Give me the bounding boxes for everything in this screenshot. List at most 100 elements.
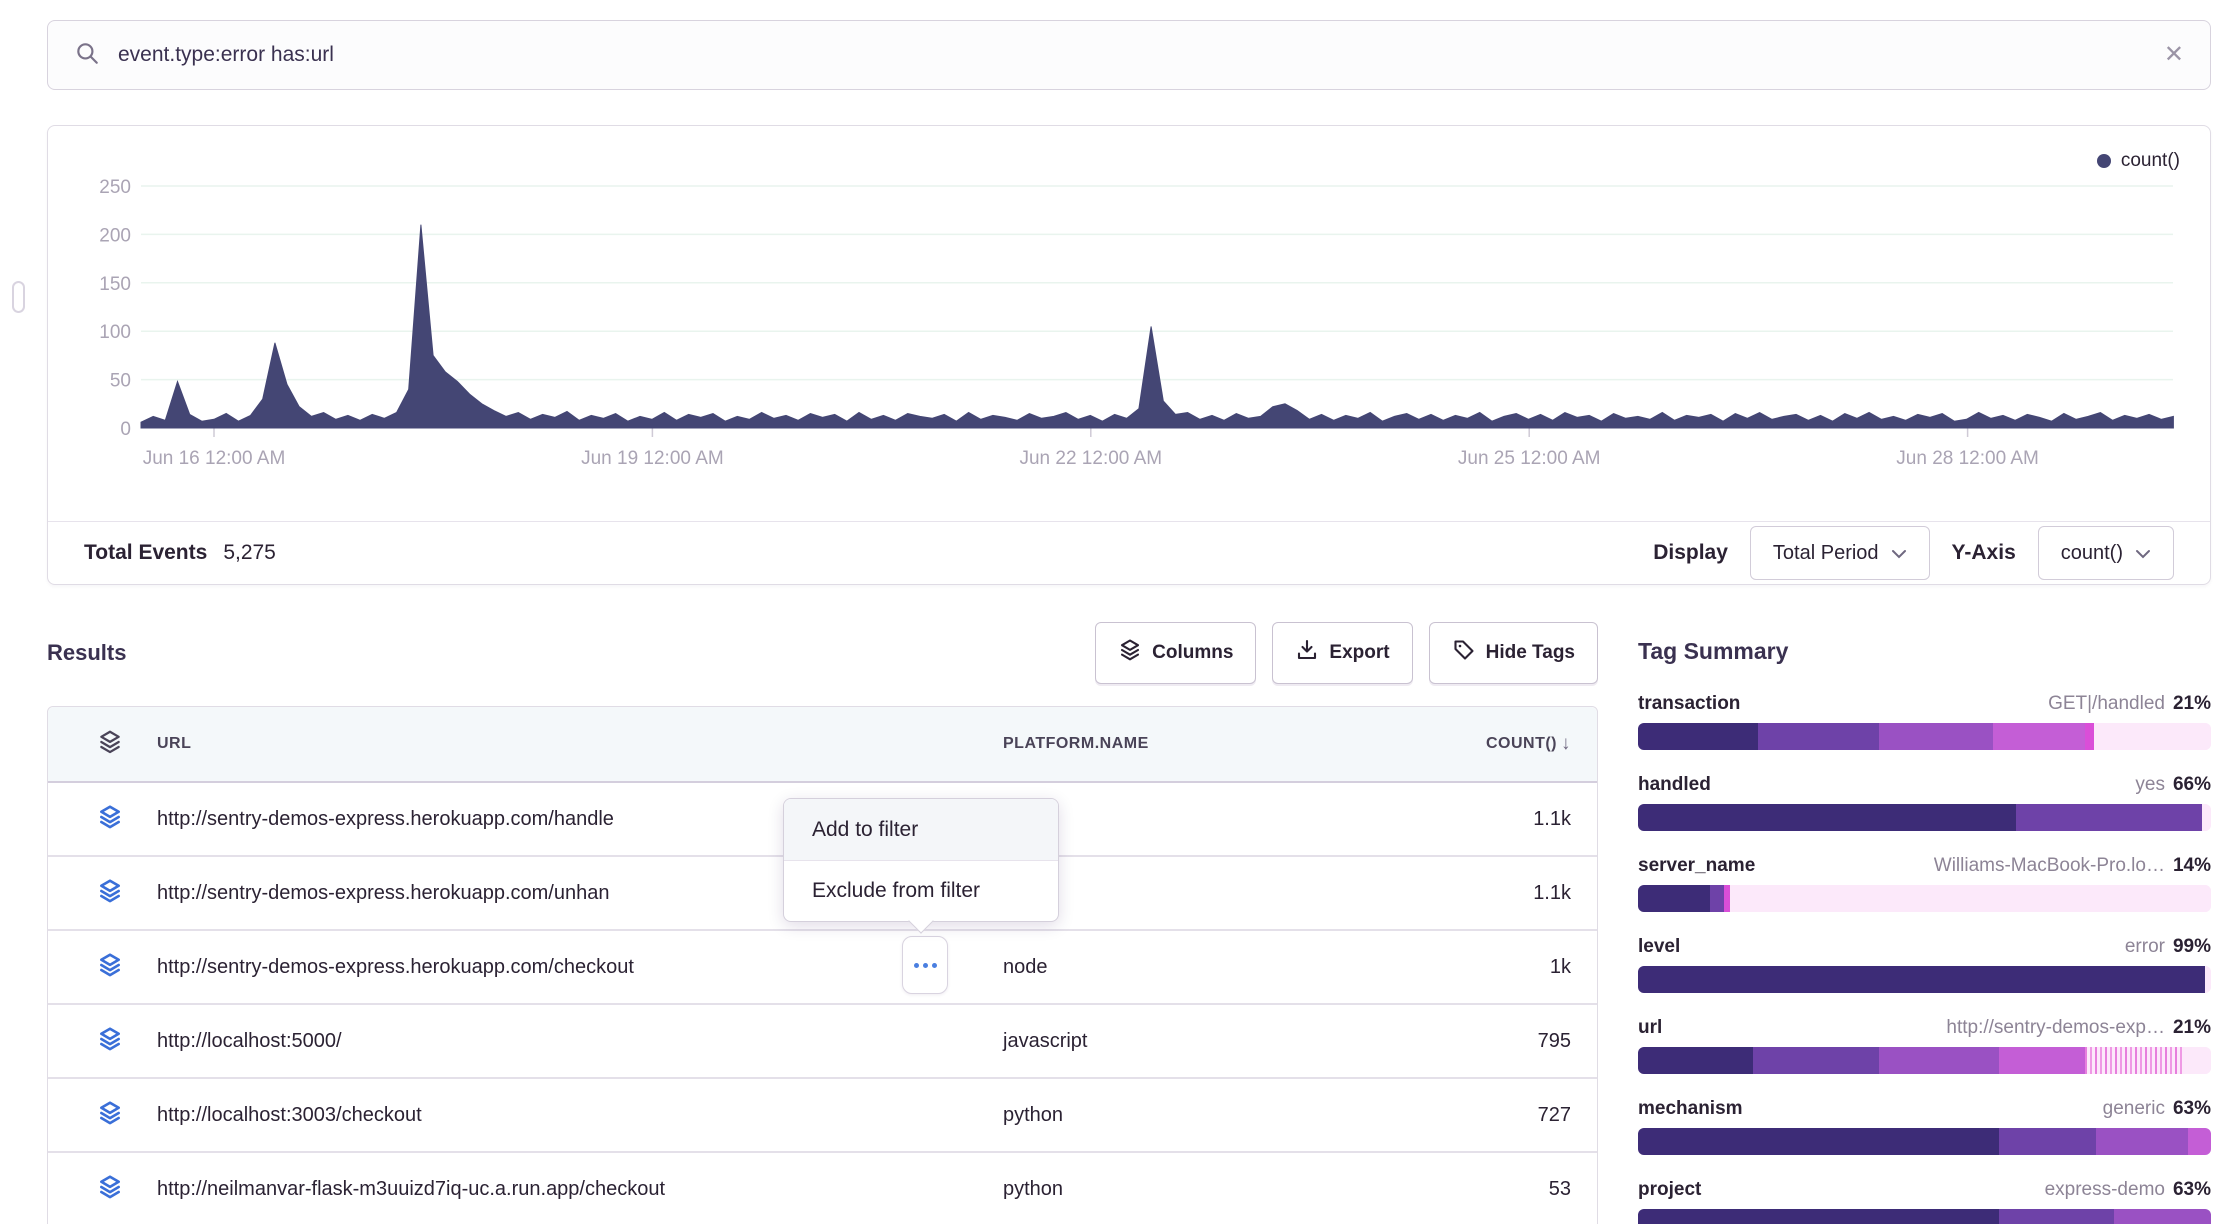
sidebar-collapse-handle[interactable] bbox=[12, 281, 25, 313]
tag-distribution-bar[interactable] bbox=[1638, 966, 2211, 993]
column-header-count[interactable]: COUNT() ↓ bbox=[1486, 733, 1571, 755]
stack-icon[interactable] bbox=[97, 1100, 123, 1131]
url-cell[interactable]: http://sentry-demos-express.herokuapp.co… bbox=[157, 807, 614, 830]
tag-bar-segment[interactable] bbox=[2202, 804, 2211, 831]
tag-bar-segment[interactable] bbox=[1638, 885, 1710, 912]
download-icon bbox=[1295, 638, 1319, 668]
tag-bar-segment[interactable] bbox=[2084, 723, 2094, 750]
tag-distribution-bar[interactable] bbox=[1638, 1209, 2211, 1224]
menu-item-add-to-filter[interactable]: Add to filter bbox=[784, 799, 1058, 860]
tag-summary-title: Tag Summary bbox=[1638, 638, 1789, 664]
export-button-label: Export bbox=[1329, 642, 1390, 663]
tag-distribution-bar[interactable] bbox=[1638, 1128, 2211, 1155]
count-cell: 53 bbox=[1548, 1177, 1571, 1200]
tag-row: level error 99% bbox=[1638, 936, 2211, 993]
tag-bar-segment[interactable] bbox=[2205, 966, 2211, 993]
search-icon bbox=[74, 40, 100, 71]
menu-item-exclude-from-filter[interactable]: Exclude from filter bbox=[784, 860, 1058, 921]
search-input[interactable]: event.type:error has:url bbox=[118, 43, 334, 66]
yaxis-dropdown[interactable]: count() bbox=[2037, 526, 2174, 580]
tag-bar-segment[interactable] bbox=[2016, 804, 2203, 831]
results-title: Results bbox=[47, 640, 127, 665]
stack-icon[interactable] bbox=[97, 1174, 123, 1205]
tag-top-percent: 21% bbox=[2172, 1017, 2211, 1038]
url-cell[interactable]: http://localhost:5000/ bbox=[157, 1029, 342, 1052]
events-area-chart[interactable]: 0 50 100 150 200 250 Jun 16 12:00 AM Jun 19 12:… bbox=[48, 126, 2210, 520]
chart-footer: Total Events 5,275 Display Total Period … bbox=[48, 522, 2210, 584]
chevron-down-icon bbox=[2136, 550, 2150, 559]
tag-top-percent: 21% bbox=[2172, 693, 2211, 714]
table-header-row: URL PLATFORM.NAME COUNT() ↓ bbox=[48, 707, 1597, 783]
tag-bar-segment[interactable] bbox=[2096, 1128, 2189, 1155]
tag-bar-segment[interactable] bbox=[1638, 1047, 1753, 1074]
tag-bar-segment[interactable] bbox=[1638, 804, 2017, 831]
tag-top-value: http://sentry-demos-exp… bbox=[1946, 1017, 2165, 1038]
tag-bar-segment[interactable] bbox=[2084, 1047, 2183, 1074]
tag-bar-segment[interactable] bbox=[1729, 885, 2211, 912]
yaxis-label: Y-Axis bbox=[1951, 541, 2016, 564]
svg-text:0: 0 bbox=[120, 419, 131, 440]
url-cell[interactable]: http://sentry-demos-express.herokuapp.co… bbox=[157, 881, 610, 904]
search-bar[interactable]: event.type:error has:url ✕ bbox=[47, 20, 2211, 90]
tag-distribution-bar[interactable] bbox=[1638, 804, 2211, 831]
tag-distribution-bar[interactable] bbox=[1638, 723, 2211, 750]
cell-actions-ellipsis-button[interactable] bbox=[902, 936, 948, 994]
url-cell[interactable]: http://localhost:3003/checkout bbox=[157, 1103, 422, 1126]
stack-icon[interactable] bbox=[97, 804, 123, 835]
platform-cell: python bbox=[1003, 1103, 1064, 1126]
table-row: http://localhost:3003/checkout python 72… bbox=[48, 1079, 1597, 1153]
svg-text:250: 250 bbox=[99, 177, 131, 198]
stack-icon[interactable] bbox=[97, 1026, 123, 1057]
tag-bar-segment[interactable] bbox=[1998, 1209, 2114, 1224]
hide-tags-button[interactable]: Hide Tags bbox=[1428, 622, 1598, 684]
column-header-url[interactable]: URL bbox=[157, 735, 192, 752]
tag-name: handled bbox=[1638, 774, 1711, 795]
tag-bar-segment[interactable] bbox=[2093, 723, 2211, 750]
tag-bar-segment[interactable] bbox=[2182, 1047, 2211, 1074]
column-header-platform[interactable]: PLATFORM.NAME bbox=[1003, 735, 1149, 752]
table-row: http://sentry-demos-express.herokuapp.co… bbox=[48, 857, 1597, 931]
url-cell[interactable]: http://neilmanvar-flask-m3uuizd7iq-uc.a.… bbox=[157, 1177, 666, 1200]
svg-text:Jun 28 12:00 AM: Jun 28 12:00 AM bbox=[1896, 448, 2039, 469]
display-label: Display bbox=[1653, 541, 1728, 564]
tag-bar-segment[interactable] bbox=[1638, 966, 2206, 993]
stack-icon[interactable] bbox=[97, 952, 123, 983]
display-dropdown-value: Total Period bbox=[1772, 541, 1879, 564]
platform-cell: node bbox=[1003, 955, 1048, 978]
tag-bar-segment[interactable] bbox=[1709, 885, 1724, 912]
tag-bar-segment[interactable] bbox=[1998, 1047, 2085, 1074]
tag-bar-segment[interactable] bbox=[1638, 1209, 1999, 1224]
tag-bar-segment[interactable] bbox=[1993, 723, 2085, 750]
table-row: http://localhost:5000/ javascript 795 bbox=[48, 1005, 1597, 1079]
tag-bar-segment[interactable] bbox=[2188, 1128, 2211, 1155]
events-chart-panel: 0 50 100 150 200 250 Jun 16 12:00 AM Jun 19 12:… bbox=[47, 125, 2211, 585]
chevron-down-icon bbox=[1891, 550, 1906, 559]
tag-bar-segment[interactable] bbox=[1878, 723, 1994, 750]
count-cell: 795 bbox=[1537, 1029, 1571, 1052]
tag-name: mechanism bbox=[1638, 1098, 1743, 1119]
svg-text:150: 150 bbox=[99, 274, 131, 295]
display-dropdown[interactable]: Total Period bbox=[1749, 526, 1930, 580]
tag-bar-segment[interactable] bbox=[1752, 1047, 1879, 1074]
tag-bar-segment[interactable] bbox=[1758, 723, 1879, 750]
tag-bar-segment[interactable] bbox=[2113, 1209, 2211, 1224]
columns-button[interactable]: Columns bbox=[1095, 622, 1257, 684]
tag-bar-segment[interactable] bbox=[1723, 885, 1730, 912]
tag-distribution-bar[interactable] bbox=[1638, 885, 2211, 912]
tag-name: server_name bbox=[1638, 855, 1756, 876]
url-cell[interactable]: http://sentry-demos-express.herokuapp.co… bbox=[157, 955, 634, 978]
tag-top-value: yes bbox=[2135, 774, 2165, 795]
tag-bar-segment[interactable] bbox=[1638, 723, 1759, 750]
tag-bar-segment[interactable] bbox=[1638, 1128, 1999, 1155]
stack-icon[interactable] bbox=[97, 878, 123, 909]
tag-distribution-bar[interactable] bbox=[1638, 1047, 2211, 1074]
tag-row: transaction GET|/handled 21% bbox=[1638, 693, 2211, 750]
close-icon[interactable]: ✕ bbox=[2163, 41, 2184, 68]
count-header-label: COUNT() bbox=[1485, 735, 1557, 752]
tag-bar-segment[interactable] bbox=[1878, 1047, 1999, 1074]
platform-cell: javascript bbox=[1003, 1029, 1088, 1052]
tag-bar-segment[interactable] bbox=[1998, 1128, 2097, 1155]
export-button[interactable]: Export bbox=[1272, 622, 1413, 684]
legend-dot-icon bbox=[2096, 154, 2111, 168]
columns-button-label: Columns bbox=[1152, 642, 1234, 663]
